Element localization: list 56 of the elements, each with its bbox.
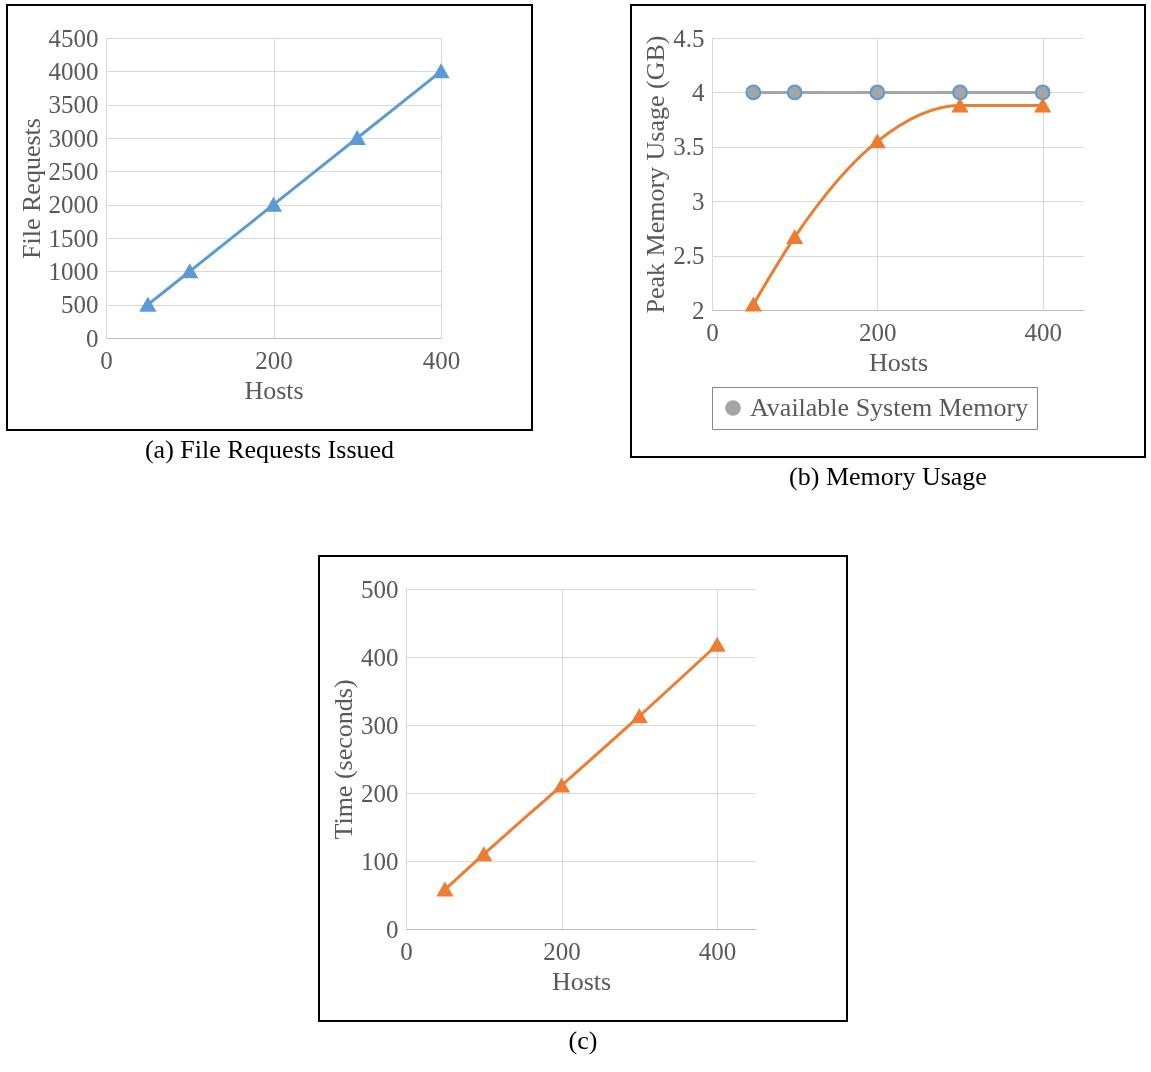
point [265,197,282,212]
x-tick-label: 200 [543,937,581,965]
x-tick-label: 400 [1024,318,1062,346]
point [1034,84,1051,101]
y-tick-label: 500 [361,575,399,603]
y-tick-label: 2000 [48,191,99,219]
y-tick-label: 500 [61,291,99,319]
x-axis-title: Hosts [868,347,929,377]
y-tick-label: 3500 [48,91,99,119]
y-tick-label: 4000 [48,57,99,85]
point [786,230,803,245]
point [869,84,886,101]
y-tick-label: 1000 [48,257,99,285]
y-tick-label: 4 [692,78,705,106]
y-tick-label: 1500 [48,224,99,252]
y-tick-label: 200 [361,779,399,807]
y-tick-label: 300 [361,711,399,739]
point [952,98,968,113]
point [786,84,803,101]
x-tick-label: 200 [255,346,293,374]
point [745,84,762,101]
text: (b) Memory Usage [788,462,988,492]
point [709,637,725,652]
y-axis-title: File Requests [16,118,46,259]
y-tick-label: 2500 [48,157,99,185]
legend-label: Available System Memory [750,393,1029,422]
point [631,709,648,724]
x-axis-title: Hosts [244,375,304,405]
text: (c) [567,1026,599,1056]
y-tick-label: 400 [361,643,399,671]
point [181,264,198,279]
x-axis-title: Hosts [551,966,612,996]
point [745,297,762,312]
y-tick-label: 4.5 [673,24,705,52]
y-axis-title: Time (seconds) [329,679,358,840]
y-tick-label: 3.5 [673,133,705,161]
y-tick-label: 4500 [48,24,99,52]
point [437,882,453,897]
point [433,64,449,79]
point [1034,98,1051,113]
y-tick-label: 3 [692,187,705,215]
text: (a) File Requests Issued [143,435,396,465]
y-tick-label: 3000 [48,124,99,152]
y-axis-title: Peak Memory Usage (GB) [641,35,671,314]
x-tick-label: 200 [859,318,897,346]
point [139,297,156,312]
point [952,84,968,101]
point [869,134,886,149]
point [349,131,366,145]
y-tick-label: 2.5 [673,242,705,270]
y-tick-label: 0 [386,915,399,943]
x-tick-label: 400 [422,346,461,374]
y-tick-label: 100 [361,847,399,875]
point [475,847,492,862]
point [553,778,570,793]
y-tick-label: 2 [692,296,705,324]
